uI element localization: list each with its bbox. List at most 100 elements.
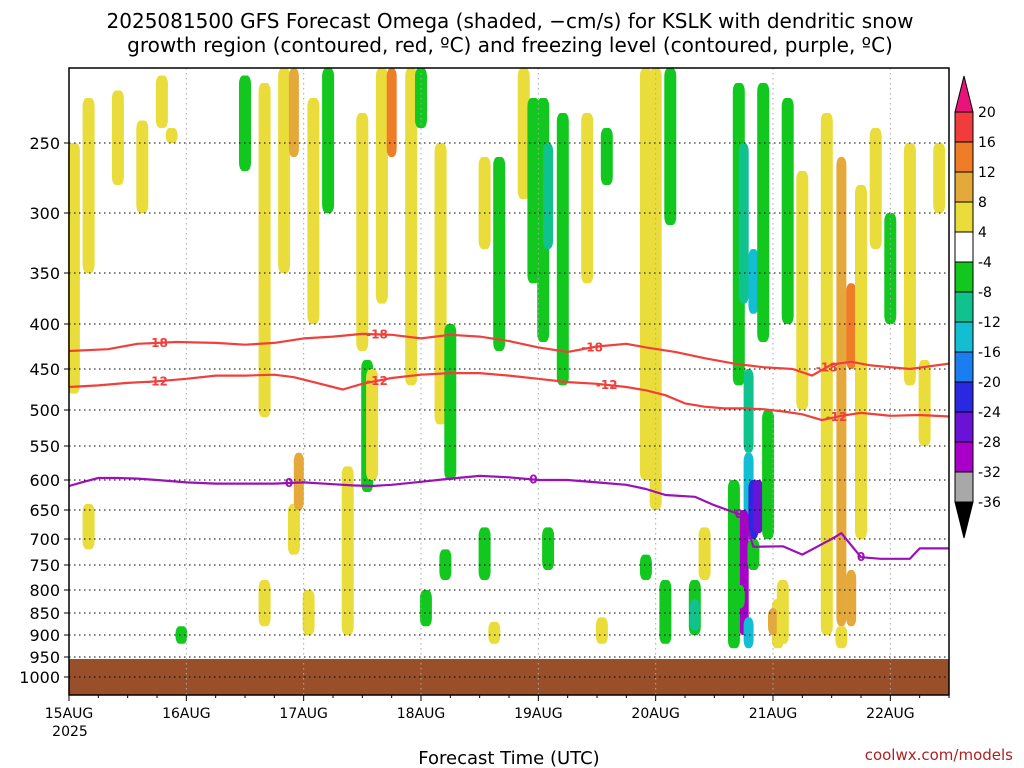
omega-cell — [488, 621, 501, 644]
colorbar-bin — [954, 141, 974, 173]
omega-cell — [111, 90, 124, 185]
omega-cell — [846, 570, 857, 627]
x-tick-label: 19AUG — [514, 706, 563, 722]
y-tick-label: 850 — [29, 604, 60, 623]
y-tick-label: 300 — [29, 204, 60, 223]
contour-line — [68, 372, 950, 422]
omega-cell — [155, 75, 168, 128]
omega-cell — [727, 480, 740, 649]
grid-lines — [69, 68, 949, 695]
omega-cell — [664, 68, 677, 225]
y-tick-label: 450 — [29, 360, 60, 379]
x-tick-label: 22AUG — [866, 706, 915, 722]
omega-cell — [165, 128, 178, 143]
omega-cell — [732, 585, 745, 609]
x-tick-label: 15AUG — [45, 706, 94, 722]
colorbar-bin — [954, 471, 974, 503]
x-tick-label: 16AUG — [162, 706, 211, 722]
omega-cell — [639, 68, 652, 480]
colorbar-label: 12 — [978, 165, 996, 181]
omega-cell — [444, 324, 457, 480]
contour-label: 0 — [857, 550, 865, 564]
omega-cell — [869, 128, 882, 249]
plot-frame — [68, 67, 950, 696]
y-tick-label: 550 — [29, 437, 60, 456]
colorbar-label: -12 — [978, 315, 1001, 331]
omega-cell — [835, 626, 848, 649]
omega-cell — [600, 128, 613, 185]
x-tick-label: 18AUG — [397, 706, 446, 722]
contour-label: -12 — [366, 374, 388, 388]
omega-cell — [478, 527, 491, 580]
omega-cell — [307, 98, 320, 324]
colorbar-bin — [954, 231, 974, 263]
y-tick-label: 350 — [29, 264, 60, 283]
colorbar-bin — [954, 291, 974, 323]
omega-cell — [67, 143, 80, 394]
omega-cell — [659, 580, 672, 644]
omega-cell — [287, 504, 300, 555]
omega-cell — [527, 98, 540, 284]
contour-label: 0 — [735, 507, 743, 521]
omega-cell — [846, 283, 857, 369]
colorbar-bin — [954, 381, 974, 413]
y-axis-ticks: 250 300 350 400 450 500 550 600 650 700 750 800 850 9… — [19, 134, 69, 687]
omega-cell — [136, 120, 149, 213]
omega-cell — [918, 360, 931, 446]
omega-cell — [933, 143, 946, 213]
omega-cell — [748, 249, 759, 314]
colorbar-label: -20 — [978, 375, 1001, 391]
chart-title-line1: 2025081500 GFS Forecast Omega (shaded, −… — [107, 9, 914, 33]
omega-cell — [493, 157, 506, 351]
omega-cell — [175, 626, 188, 644]
contour-label: -12 — [146, 374, 168, 388]
contour-label: -18 — [581, 340, 603, 354]
colorbar-bin — [954, 261, 974, 293]
contour-label: -18 — [816, 360, 838, 374]
omega-cell — [341, 466, 354, 635]
omega-cell — [478, 157, 491, 249]
colorbar-bin — [954, 351, 974, 383]
colorbar-label: -8 — [978, 285, 992, 301]
omega-cell — [698, 527, 711, 580]
contour-label: -18 — [366, 327, 388, 341]
x-tick-label: 21AUG — [749, 706, 798, 722]
omega-cell — [419, 590, 432, 627]
y-tick-label: 700 — [29, 530, 60, 549]
contour-label: -12 — [596, 378, 618, 392]
omega-cell — [258, 83, 271, 418]
omega-cell — [781, 98, 794, 324]
y-tick-label: 950 — [29, 648, 60, 667]
omega-cell — [753, 480, 764, 534]
colorbar-label: -28 — [978, 435, 1001, 451]
omega-cell — [639, 554, 652, 580]
omega-cell — [366, 369, 379, 480]
colorbar: 20 16 12 8 4 -4 -8 -12 -16 -20 -24 -28 -32 -36 — [954, 75, 1001, 539]
omega-cell — [542, 527, 555, 570]
x-axis-label: Forecast Time (UTC) — [418, 748, 599, 768]
contour-label: -12 — [826, 410, 848, 424]
omega-cell — [278, 68, 291, 273]
colorbar-bin — [954, 75, 974, 113]
contour-lines: -18 -18 -18 -18 -12 -12 -12 -12 0 0 0 0 — [68, 327, 950, 564]
omega-cell — [743, 617, 754, 649]
contour-line — [68, 332, 950, 377]
y-tick-label: 750 — [29, 556, 60, 575]
contour-line — [68, 474, 949, 560]
x-axis-ticks: 15AUG 16AUG 17AUG 18AUG 19AUG 20AUG 21AUG 22AUG — [45, 695, 950, 722]
omega-cell — [258, 580, 271, 627]
colorbar-label: 20 — [978, 105, 996, 121]
omega-cell — [405, 68, 418, 386]
y-tick-label: 250 — [29, 134, 60, 153]
omega-cell — [356, 113, 369, 351]
omega-cell — [82, 504, 95, 550]
omega-cell — [434, 143, 447, 425]
x-axis-year: 2025 — [52, 724, 88, 740]
colorbar-label: -4 — [978, 255, 992, 271]
colorbar-bin — [954, 201, 974, 233]
omega-cell — [738, 143, 749, 304]
credit-link[interactable]: coolwx.com/models — [865, 746, 1013, 764]
omega-cell — [386, 68, 397, 157]
y-tick-label: 800 — [29, 581, 60, 600]
